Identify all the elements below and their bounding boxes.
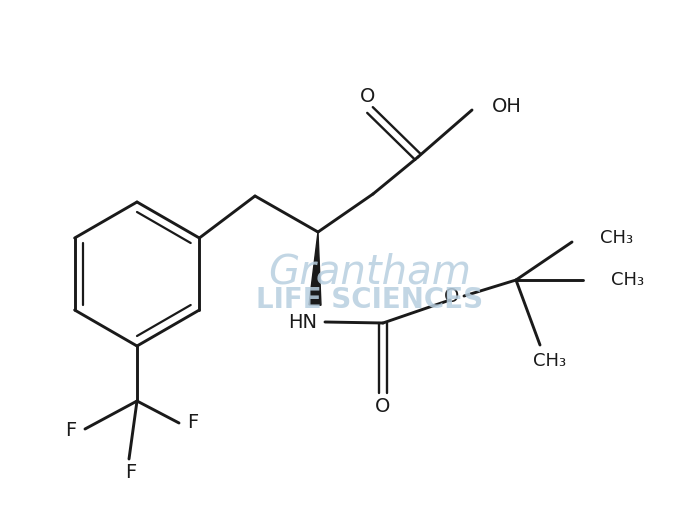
Text: OH: OH	[492, 97, 522, 115]
Text: O: O	[375, 397, 390, 417]
Text: LIFE SCIENCES: LIFE SCIENCES	[256, 286, 484, 314]
Text: CH₃: CH₃	[533, 352, 567, 370]
Text: HN: HN	[289, 313, 317, 332]
Text: CH₃: CH₃	[611, 271, 644, 289]
Polygon shape	[309, 232, 321, 305]
Text: F: F	[187, 413, 198, 433]
Text: CH₃: CH₃	[600, 229, 633, 247]
Text: Grantham: Grantham	[269, 253, 471, 292]
Text: F: F	[125, 463, 136, 483]
Text: F: F	[65, 422, 77, 440]
Text: O: O	[444, 287, 459, 305]
Text: O: O	[361, 86, 376, 106]
